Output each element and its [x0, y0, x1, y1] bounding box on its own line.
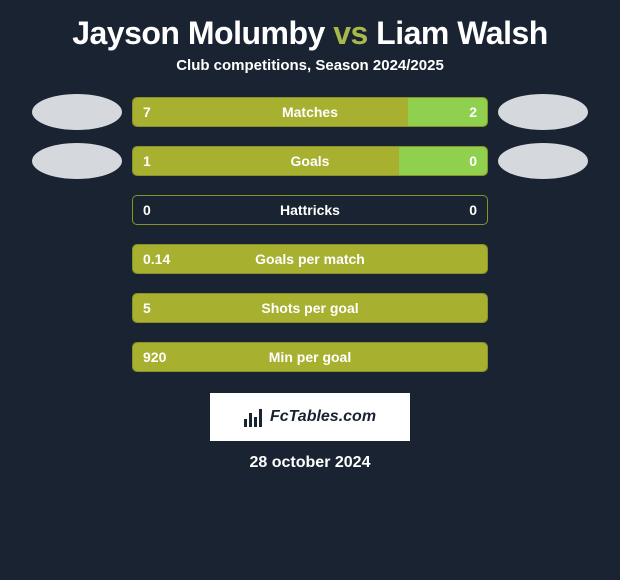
left-value: 0	[143, 202, 151, 218]
spacer	[32, 241, 122, 277]
stat-bar: 0.14 Goals per match	[132, 244, 488, 274]
left-value: 1	[143, 153, 151, 169]
left-value: 920	[143, 349, 166, 365]
comparison-row: 0 Hattricks 0	[0, 192, 620, 228]
page-title: Jayson Molumby vs Liam Walsh	[0, 0, 620, 57]
stat-bar: 0 Hattricks 0	[132, 195, 488, 225]
bar-left-fill	[133, 147, 399, 175]
player1-bubble	[32, 143, 122, 179]
stat-label: Goals per match	[255, 251, 365, 267]
stat-label: Shots per goal	[261, 300, 358, 316]
player1-bubble	[32, 94, 122, 130]
spacer	[32, 290, 122, 326]
left-value: 0.14	[143, 251, 170, 267]
right-value: 0	[469, 153, 477, 169]
player2-name: Liam Walsh	[376, 15, 548, 51]
player2-bubble	[498, 143, 588, 179]
right-value: 0	[469, 202, 477, 218]
bar-left-fill	[133, 98, 408, 126]
right-value: 2	[469, 104, 477, 120]
spacer	[498, 192, 588, 228]
chart-icon	[244, 407, 264, 427]
vs-text: vs	[333, 15, 368, 51]
date-text: 28 october 2024	[0, 449, 620, 472]
left-value: 7	[143, 104, 151, 120]
stat-label: Goals	[291, 153, 330, 169]
comparison-row: 7 Matches 2	[0, 94, 620, 130]
comparison-row: 5 Shots per goal	[0, 290, 620, 326]
left-value: 5	[143, 300, 151, 316]
comparison-row: 1 Goals 0	[0, 143, 620, 179]
spacer	[498, 339, 588, 375]
comparison-row: 0.14 Goals per match	[0, 241, 620, 277]
stat-bar: 1 Goals 0	[132, 146, 488, 176]
stat-bar: 5 Shots per goal	[132, 293, 488, 323]
player2-bubble	[498, 94, 588, 130]
stat-bar: 7 Matches 2	[132, 97, 488, 127]
comparison-row: 920 Min per goal	[0, 339, 620, 375]
spacer	[498, 241, 588, 277]
stat-label: Matches	[282, 104, 338, 120]
stat-label: Min per goal	[269, 349, 351, 365]
spacer	[498, 290, 588, 326]
subtitle: Club competitions, Season 2024/2025	[0, 57, 620, 94]
spacer	[32, 339, 122, 375]
stat-label: Hattricks	[280, 202, 340, 218]
player1-name: Jayson Molumby	[72, 15, 325, 51]
comparison-rows-container: 7 Matches 2 1 Goals 0 0 Hattricks 0 0.14 Goals per…	[0, 94, 620, 375]
footer-badge: FcTables.com	[210, 393, 410, 441]
brand-text: FcTables.com	[270, 408, 376, 426]
spacer	[32, 192, 122, 228]
stat-bar: 920 Min per goal	[132, 342, 488, 372]
